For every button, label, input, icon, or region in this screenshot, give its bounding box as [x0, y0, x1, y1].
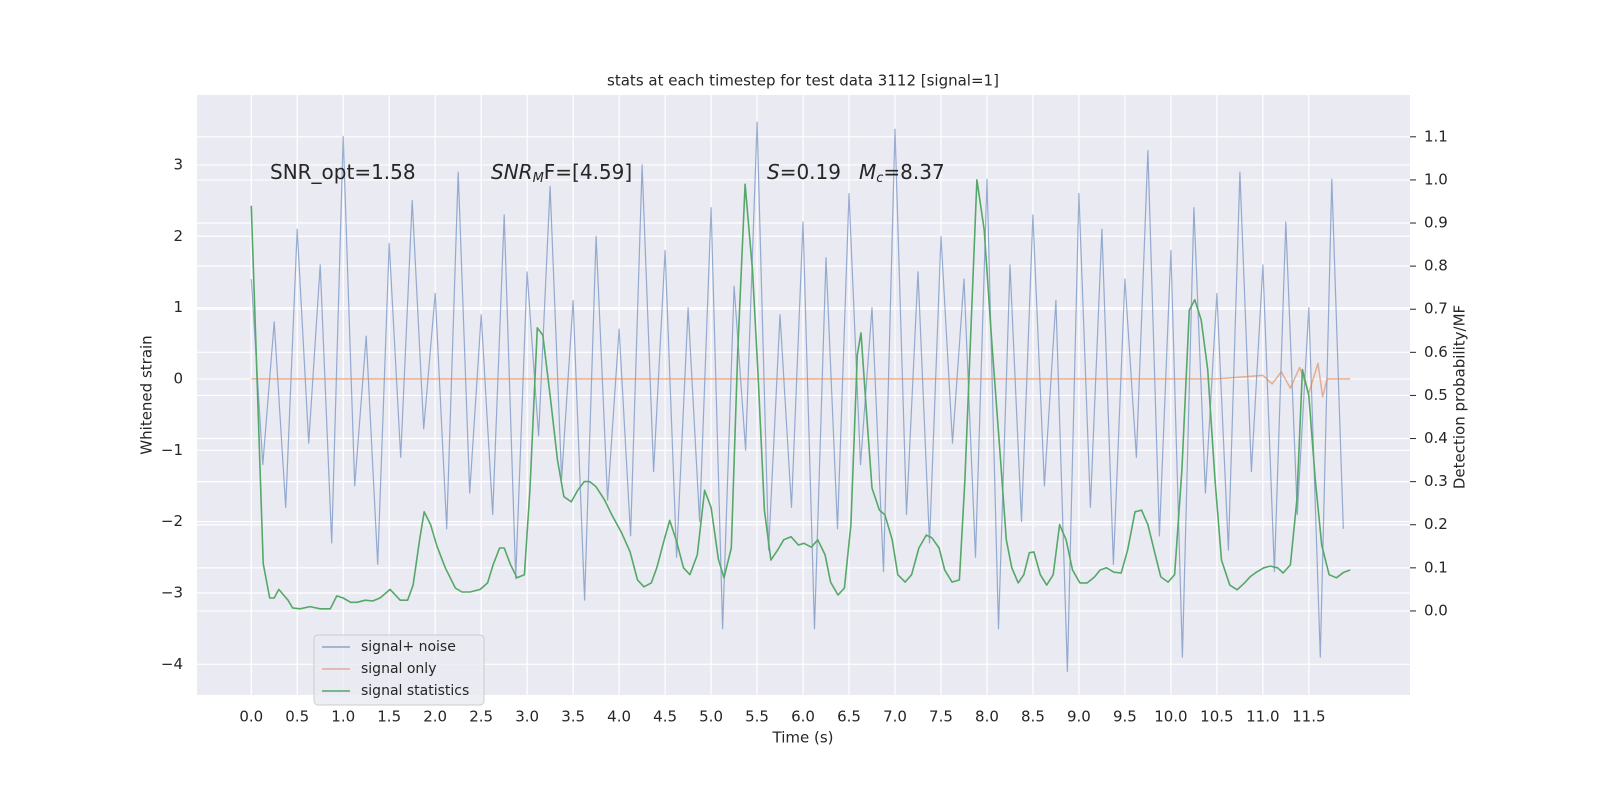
x-tick-label: 8.0: [975, 708, 999, 726]
annotation: SNR_opt=1.58: [270, 160, 416, 184]
annotation: S=0.19: [767, 160, 841, 184]
y-tick-label: −1: [161, 441, 183, 459]
x-tick-label: 6.5: [837, 708, 861, 726]
annotation-subscript: M: [533, 171, 544, 186]
x-tick-label: 11.0: [1246, 708, 1279, 726]
y2-tick-label: 0.8: [1424, 257, 1448, 275]
legend-label: signal only: [361, 661, 436, 677]
y2-tick-label: 0.9: [1424, 214, 1448, 232]
x-tick-label: 4.5: [653, 708, 677, 726]
series-line: [250, 121, 1344, 673]
x-tick-label: 4.0: [607, 708, 631, 726]
x-tick-label: 2.0: [423, 708, 447, 726]
y2-tick-label: 0.0: [1424, 601, 1448, 619]
series-line: [251, 362, 1351, 398]
annotation-text: S: [767, 160, 780, 184]
x-tick-label: 2.5: [469, 708, 493, 726]
y2-tick-label: 0.7: [1424, 300, 1448, 318]
x-tick-label: 3.5: [561, 708, 585, 726]
marks: [250, 121, 1351, 673]
y2-tick-label: 0.5: [1424, 386, 1448, 404]
y2-tick-label: 0.1: [1424, 558, 1448, 576]
x-tick-label: 1.5: [377, 708, 401, 726]
legend-label: signal+ noise: [361, 639, 456, 655]
y2-tick-label: 0.2: [1424, 515, 1448, 533]
x-tick-label: 1.0: [331, 708, 355, 726]
y2-axis-label: Detection probability/MF: [1451, 305, 1469, 489]
y2-tick-label: 0.6: [1424, 343, 1448, 361]
x-tick-label: 5.0: [699, 708, 723, 726]
x-tick-label: 0.5: [285, 708, 309, 726]
y-tick-label: 1: [173, 298, 183, 316]
annotation-text: F=[4.59]: [544, 160, 632, 184]
x-tick-label: 9.5: [1113, 708, 1137, 726]
y2-tick-label: 0.3: [1424, 472, 1448, 490]
y2-tick-label: 1.1: [1424, 127, 1448, 145]
x-tick-label: 10.0: [1154, 708, 1187, 726]
y-tick-label: 2: [173, 227, 183, 245]
chart-title: stats at each timestep for test data 311…: [607, 72, 999, 90]
annotation-text: SNR: [491, 160, 533, 184]
annotation: Mc=8.37: [859, 160, 945, 186]
x-tick-label: 3.0: [515, 708, 539, 726]
y2-tick-label: 0.4: [1424, 429, 1448, 447]
y-tick-label: −3: [161, 583, 183, 601]
x-tick-label: 5.5: [745, 708, 769, 726]
x-axis-label: Time (s): [772, 729, 834, 747]
y-tick-label: 3: [173, 155, 183, 173]
x-tick-label: 0.0: [239, 708, 263, 726]
x-tick-label: 11.5: [1292, 708, 1325, 726]
series-line: [250, 179, 1351, 610]
y-tick-label: −4: [161, 655, 183, 673]
legend-box: [313, 634, 485, 706]
y-tick-label: −2: [161, 512, 183, 530]
annotation-text: =8.37: [883, 160, 944, 184]
grid: [197, 95, 1410, 695]
annotation-subscript: c: [876, 171, 883, 186]
x-tick-label: 7.5: [929, 708, 953, 726]
annotation-text: M: [859, 160, 876, 184]
annotation-text: SNR_opt=1.58: [270, 160, 416, 184]
x-tick-label: 8.5: [1021, 708, 1045, 726]
x-tick-label: 9.0: [1067, 708, 1091, 726]
annotation-text: =0.19: [780, 160, 841, 184]
legend: signal+ noise signal only signal statistic…: [313, 634, 485, 706]
y-tick-label: 0: [173, 369, 183, 387]
x-tick-label: 6.0: [791, 708, 815, 726]
x-tick-label: 10.5: [1200, 708, 1233, 726]
annotation: SNRMF=[4.59]: [491, 160, 632, 186]
y-axis-label: Whitened strain: [138, 335, 156, 454]
y2-tick-label: 1.0: [1424, 170, 1448, 188]
legend-label: signal statistics: [361, 683, 469, 699]
x-tick-label: 7.0: [883, 708, 907, 726]
